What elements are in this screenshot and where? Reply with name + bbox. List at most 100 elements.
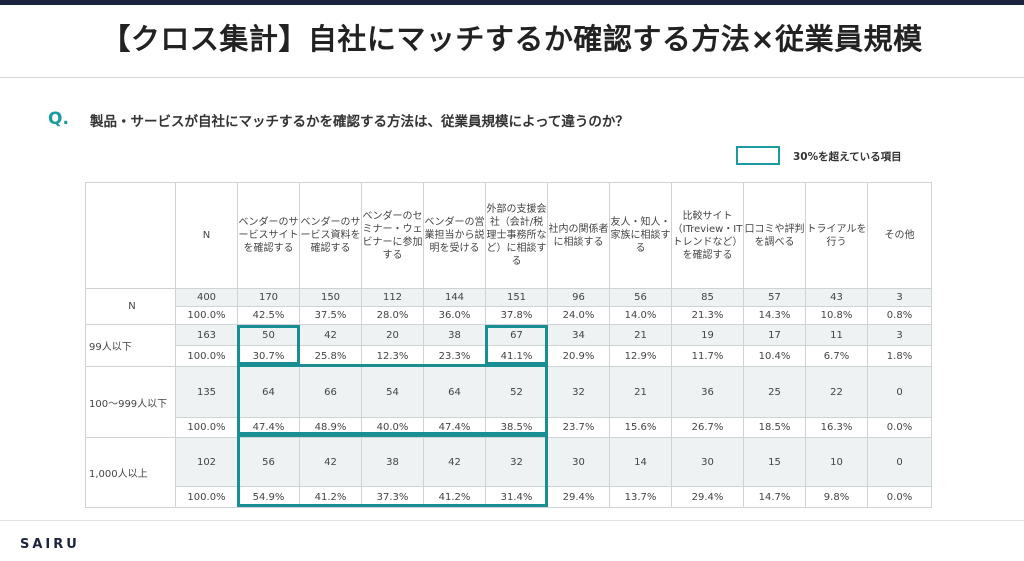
col-header: 社内の関係者に相談する	[547, 182, 610, 289]
row-label: 99人以下	[85, 324, 176, 367]
count-cell: 19	[671, 324, 744, 346]
count-cell: 170	[237, 288, 300, 307]
highlight-box-100-999	[237, 364, 548, 435]
pct-cell: 11.7%	[671, 345, 744, 367]
corner-cell	[85, 182, 176, 289]
pct-cell: 20.9%	[547, 345, 610, 367]
count-cell: 150	[299, 288, 362, 307]
pct-cell: 0.0%	[867, 417, 932, 438]
pct-cell: 100.0%	[175, 417, 238, 438]
footer-divider	[0, 520, 1024, 521]
pct-cell: 100.0%	[175, 306, 238, 325]
col-header: 比較サイト（ITreview・ITトレンドなど）を確認する	[671, 182, 744, 289]
count-cell: 43	[805, 288, 868, 307]
pct-cell: 54.9%	[237, 486, 300, 508]
count-cell: 400	[175, 288, 238, 307]
question-mark: Q.	[48, 109, 69, 129]
count-cell: 0	[867, 366, 932, 418]
top-bar	[0, 0, 1024, 5]
count-cell: 22	[805, 366, 868, 418]
count-cell: 3	[867, 324, 932, 346]
pct-cell: 23.3%	[423, 345, 486, 367]
count-cell: 32	[547, 366, 610, 418]
count-cell: 85	[671, 288, 744, 307]
pct-cell: 41.2%	[299, 486, 362, 508]
pct-cell: 10.8%	[805, 306, 868, 325]
col-header: 口コミや評判を調べる	[743, 182, 806, 289]
count-cell: 15	[743, 437, 806, 487]
count-cell: 34	[547, 324, 610, 346]
count-cell: 112	[361, 288, 424, 307]
highlight-box-99-external	[485, 325, 548, 365]
count-cell: 66	[299, 366, 362, 418]
count-cell: 3	[867, 288, 932, 307]
count-cell: 10	[805, 437, 868, 487]
count-cell: 20	[361, 324, 424, 346]
count-cell: 25	[743, 366, 806, 418]
count-cell: 21	[609, 366, 672, 418]
row-label: 1,000人以上	[85, 437, 176, 508]
pct-cell: 21.3%	[671, 306, 744, 325]
count-cell: 57	[743, 288, 806, 307]
col-header: ベンダーの営業担当から説明を受ける	[423, 182, 486, 289]
count-cell: 14	[609, 437, 672, 487]
pct-cell: 16.3%	[805, 417, 868, 438]
pct-cell: 29.4%	[671, 486, 744, 508]
count-cell: 50	[237, 324, 300, 346]
pct-cell: 41.2%	[423, 486, 486, 508]
pct-cell: 37.3%	[361, 486, 424, 508]
legend-swatch	[736, 146, 780, 165]
pct-cell: 42.5%	[237, 306, 300, 325]
count-cell: 64	[237, 366, 300, 418]
col-header: ベンダーのサービスサイトを確認する	[237, 182, 300, 289]
pct-cell: 30.7%	[237, 345, 300, 367]
col-header: N	[175, 182, 238, 289]
pct-cell: 31.4%	[485, 486, 548, 508]
pct-cell: 6.7%	[805, 345, 868, 367]
count-cell: 54	[361, 366, 424, 418]
col-header: 外部の支援会社（会計/税理士事務所など）に相談する	[485, 182, 548, 289]
pct-cell: 100.0%	[175, 486, 238, 508]
pct-cell: 41.1%	[485, 345, 548, 367]
col-header: トライアルを行う	[805, 182, 868, 289]
row-label: 100～999人以下	[85, 366, 176, 438]
pct-cell: 100.0%	[175, 345, 238, 367]
count-cell: 42	[423, 437, 486, 487]
pct-cell: 28.0%	[361, 306, 424, 325]
question-text: 製品・サービスが自社にマッチするかを確認する方法は、従業員規模によって違うのか？	[90, 114, 629, 130]
pct-cell: 14.3%	[743, 306, 806, 325]
count-cell: 21	[609, 324, 672, 346]
pct-cell: 10.4%	[743, 345, 806, 367]
highlight-box-99-sitecheck	[237, 325, 300, 365]
pct-cell: 12.3%	[361, 345, 424, 367]
row-label: N	[85, 288, 176, 325]
pct-cell: 14.7%	[743, 486, 806, 508]
col-header: ベンダーのセミナー・ウェビナーに参加する	[361, 182, 424, 289]
count-cell: 30	[671, 437, 744, 487]
sairu-logo: SAIRU	[20, 537, 80, 552]
count-cell: 102	[175, 437, 238, 487]
pct-cell: 12.9%	[609, 345, 672, 367]
count-cell: 30	[547, 437, 610, 487]
count-cell: 163	[175, 324, 238, 346]
count-cell: 42	[299, 324, 362, 346]
col-header: 友人・知人・家族に相談する	[609, 182, 672, 289]
pct-cell: 36.0%	[423, 306, 486, 325]
col-header: その他	[867, 182, 932, 289]
title-divider	[0, 77, 1024, 78]
pct-cell: 29.4%	[547, 486, 610, 508]
pct-cell: 24.0%	[547, 306, 610, 325]
count-cell: 135	[175, 366, 238, 418]
pct-cell: 0.8%	[867, 306, 932, 325]
pct-cell: 15.6%	[609, 417, 672, 438]
pct-cell: 1.8%	[867, 345, 932, 367]
pct-cell: 18.5%	[743, 417, 806, 438]
pct-cell: 23.7%	[547, 417, 610, 438]
count-cell: 56	[609, 288, 672, 307]
highlight-box-1000	[237, 434, 548, 507]
count-cell: 11	[805, 324, 868, 346]
count-cell: 151	[485, 288, 548, 307]
count-cell: 52	[485, 366, 548, 418]
pct-cell: 0.0%	[867, 486, 932, 508]
count-cell: 56	[237, 437, 300, 487]
